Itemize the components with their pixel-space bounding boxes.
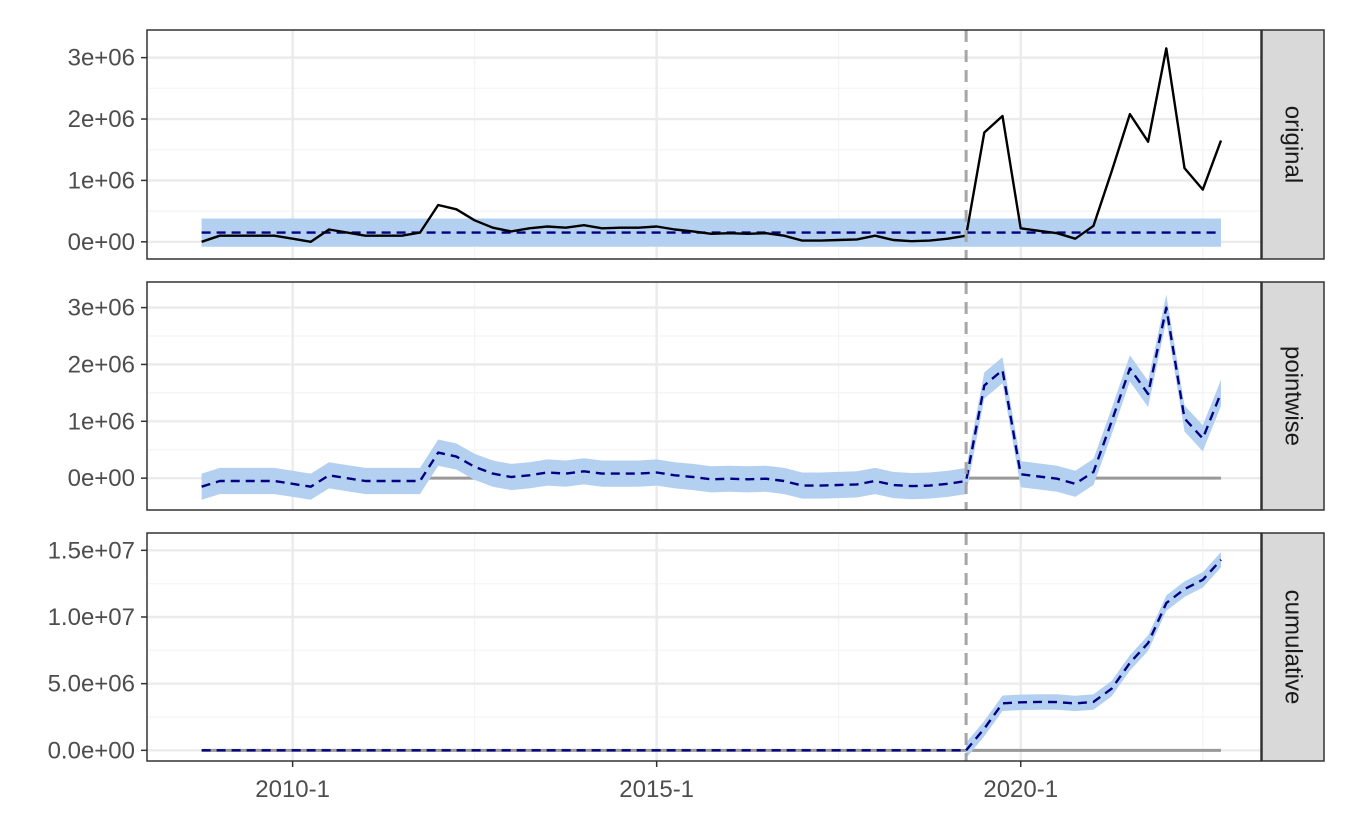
panel-cumulative: 0.0e+00 5.0e+06 1.0e+07 1.5e+07 cumulative: [48, 532, 1325, 764]
strip-label: original: [1280, 106, 1307, 183]
strip-label: cumulative: [1280, 590, 1307, 705]
y-tick-label: 3e+06: [68, 295, 135, 322]
y-tick-label: 1e+06: [68, 408, 135, 435]
effect-band: [966, 552, 1221, 759]
observed-line: [201, 47, 1223, 243]
effect-band: [201, 294, 1222, 500]
y-tick-label: 3e+06: [68, 45, 135, 72]
panel-pointwise: 0e+00 1e+06 2e+06 3e+06 pointwise: [68, 281, 1325, 511]
y-tick-label: 5.0e+06: [48, 671, 135, 698]
x-tick-label: 2015-1: [619, 776, 694, 803]
plot-area-pointwise: [201, 294, 1223, 500]
strip-label: pointwise: [1280, 346, 1307, 446]
strip-pointwise: [1261, 281, 1325, 511]
y-tick-label: 0.0e+00: [48, 737, 135, 764]
y-tick-label: 1e+06: [68, 167, 135, 194]
plot-area-original: [201, 47, 1223, 247]
panel-border: [146, 29, 1262, 260]
y-tick-label: 2e+06: [68, 351, 135, 378]
y-tick-label: 2e+06: [68, 106, 135, 133]
plot-area-cumulative: [201, 552, 1222, 759]
y-tick-label: 0e+00: [68, 465, 135, 492]
panel-border: [146, 281, 1262, 511]
panel-border: [146, 532, 1262, 762]
y-tick-label: 0e+00: [68, 229, 135, 256]
x-tick-label: 2010-1: [255, 776, 330, 803]
x-tick-label: 2020-1: [983, 776, 1058, 803]
strip-original: [1261, 29, 1325, 260]
strip-cumulative: [1261, 532, 1325, 762]
panel-original: 0e+00 1e+06 2e+06 3e+06 original: [68, 29, 1325, 260]
effect-line: [201, 306, 1223, 488]
effect-line: [965, 558, 1222, 752]
y-tick-label: 1.5e+07: [48, 537, 135, 564]
y-tick-label: 1.0e+07: [48, 604, 135, 631]
